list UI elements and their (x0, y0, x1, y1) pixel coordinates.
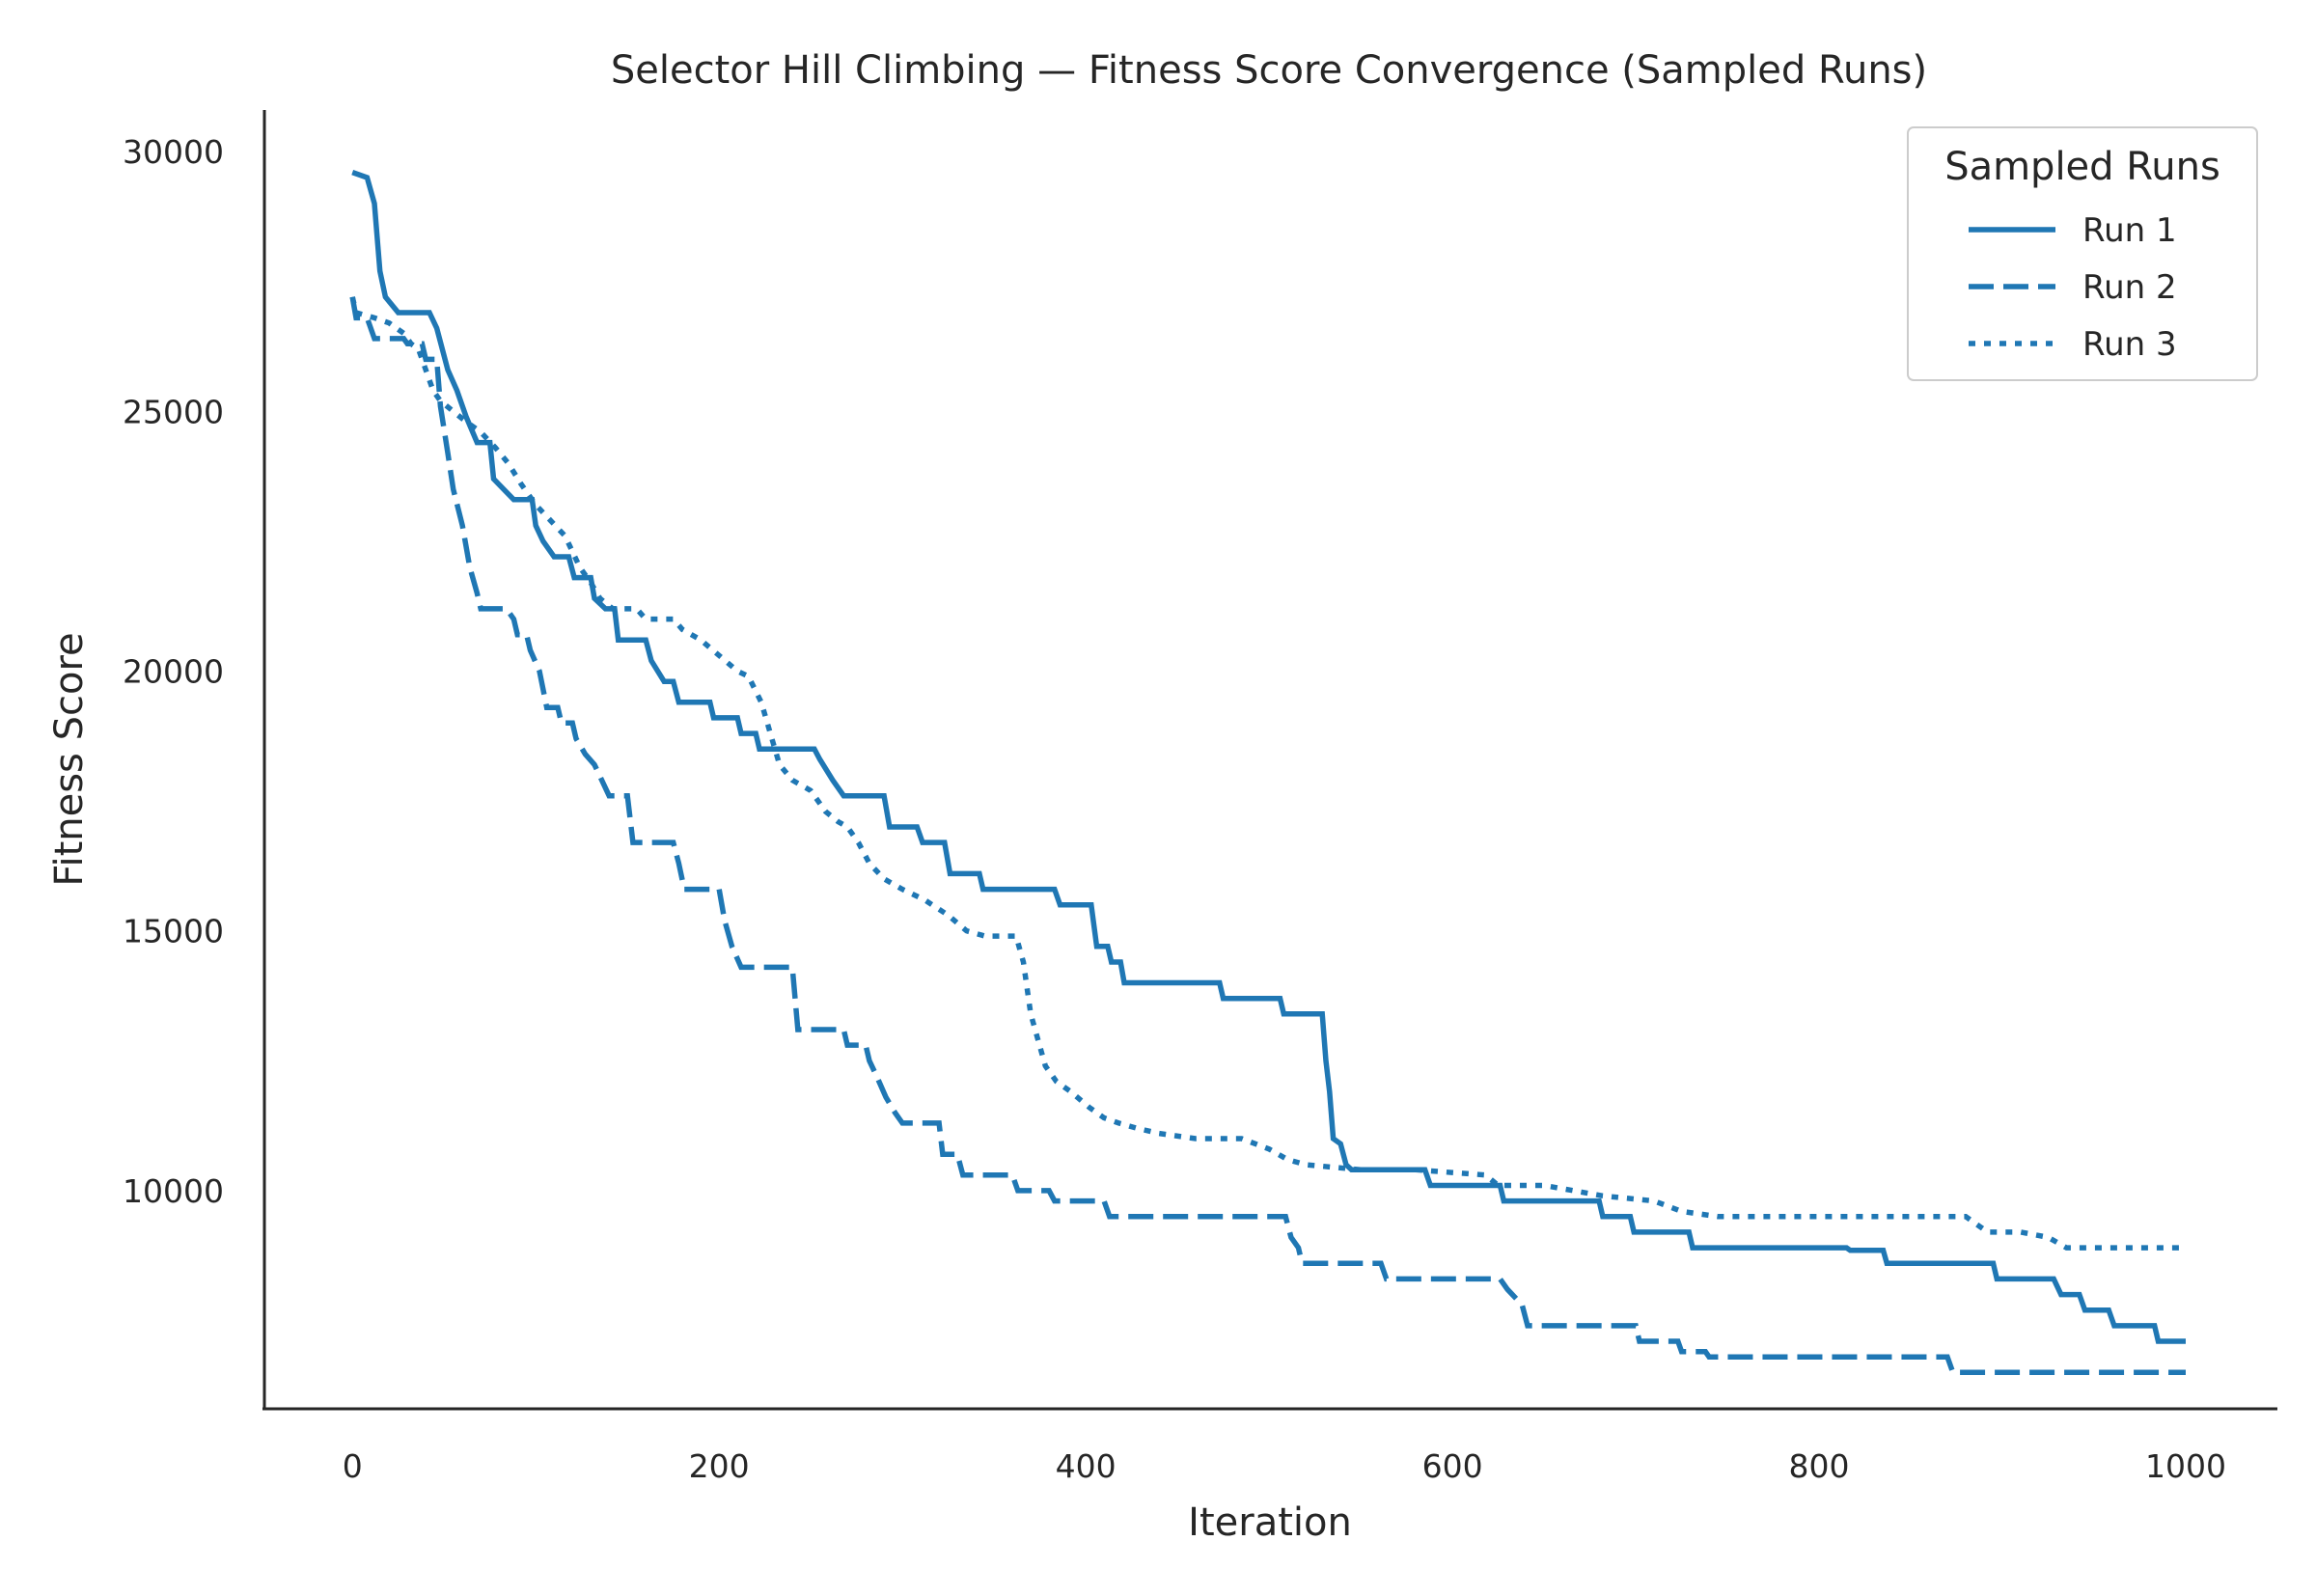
x-axis-label: Iteration (1188, 1500, 1352, 1545)
chart-title: Selector Hill Climbing — Fitness Score C… (611, 48, 1927, 93)
y-axis-label: Fitness Score (47, 632, 92, 886)
series-line-run-3 (349, 296, 2186, 1251)
legend-label-run-2: Run 2 (2082, 268, 2177, 307)
legend-label-run-3: Run 3 (2082, 325, 2177, 364)
y-tick-label: 10000 (123, 1172, 224, 1210)
x-tick-label: 200 (689, 1447, 750, 1485)
y-tick-label: 30000 (123, 133, 224, 171)
y-tick-label: 15000 (123, 913, 224, 950)
x-tick-label: 600 (1422, 1447, 1483, 1485)
y-tick-label: 20000 (123, 652, 224, 690)
x-tick-label: 800 (1789, 1447, 1850, 1485)
legend-entries: Run 1 Run 2 Run 3 (1969, 211, 2177, 364)
y-tick-labels: 10000 15000 20000 25000 30000 (123, 133, 224, 1210)
x-tick-label: 0 (343, 1447, 363, 1485)
series-line-run-2 (349, 296, 2186, 1376)
legend: Sampled Runs Run 1 Run 2 Run 3 (1907, 126, 2258, 381)
legend-label-run-1: Run 1 (2082, 211, 2177, 250)
legend-title: Sampled Runs (1944, 145, 2220, 189)
y-tick-label: 25000 (123, 393, 224, 430)
series-lines (349, 170, 2186, 1376)
x-tick-labels: 0 200 400 600 800 1000 (343, 1447, 2226, 1485)
x-tick-label: 400 (1056, 1447, 1117, 1485)
x-tick-label: 1000 (2145, 1447, 2226, 1485)
legend-frame (1907, 126, 2258, 381)
series-line-run-1 (351, 170, 2186, 1344)
